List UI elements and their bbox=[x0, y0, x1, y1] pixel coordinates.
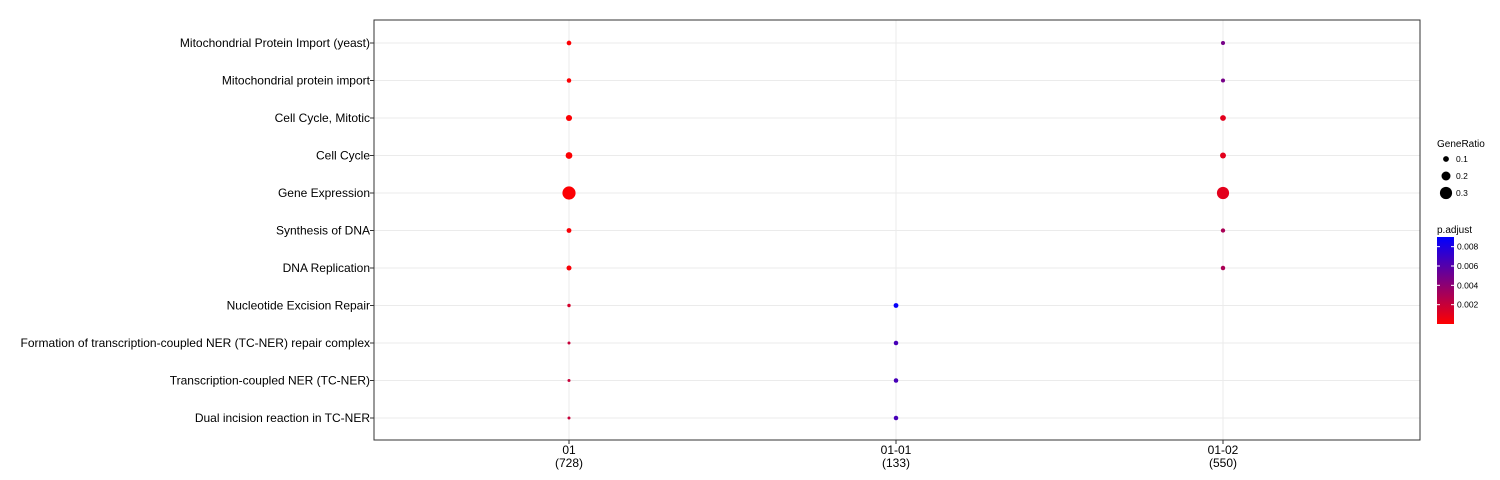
y-axis-tick-labels: Mitochondrial Protein Import (yeast) Mito… bbox=[21, 36, 374, 425]
size-legend-label: 0.1 bbox=[1456, 154, 1468, 164]
y-tick-label: Dual incision reaction in TC-NER bbox=[195, 411, 371, 425]
y-tick-label: Cell Cycle, Mitotic bbox=[275, 111, 370, 125]
data-point bbox=[567, 416, 571, 420]
x-tick-count-label: (133) bbox=[882, 456, 910, 470]
data-point bbox=[1220, 265, 1226, 271]
x-tick-label: 01-02 bbox=[1208, 443, 1239, 457]
size-legend-key bbox=[1443, 156, 1449, 162]
data-points bbox=[562, 40, 1230, 421]
y-tick-label: Mitochondrial protein import bbox=[222, 74, 371, 88]
y-tick-label: Transcription-coupled NER (TC-NER) bbox=[170, 374, 370, 388]
size-legend-key bbox=[1441, 171, 1451, 181]
y-tick-label: DNA Replication bbox=[283, 261, 370, 275]
data-point bbox=[1220, 228, 1226, 233]
color-legend-label: 0.002 bbox=[1457, 300, 1479, 310]
x-axis-tick-labels: 01(728) 01-01(133) 01-02(550) bbox=[555, 440, 1239, 470]
data-point bbox=[567, 378, 571, 383]
y-tick-label: Gene Expression bbox=[278, 186, 370, 200]
color-legend: p.adjust 0.002 0.004 0.006 0.008 bbox=[1437, 225, 1479, 324]
data-point bbox=[562, 186, 576, 200]
data-point bbox=[893, 415, 899, 421]
data-point bbox=[566, 265, 572, 271]
color-legend-title: p.adjust bbox=[1437, 225, 1472, 236]
size-legend-label: 0.3 bbox=[1456, 188, 1468, 198]
x-tick-label: 01-01 bbox=[881, 443, 912, 457]
size-legend: GeneRatio 0.1 0.2 0.3 bbox=[1437, 139, 1485, 200]
data-point bbox=[565, 152, 573, 159]
data-point bbox=[1216, 186, 1230, 200]
data-point bbox=[1220, 78, 1226, 83]
size-legend-label: 0.2 bbox=[1456, 171, 1468, 181]
data-point bbox=[566, 40, 572, 46]
plot-panel-border bbox=[373, 19, 1421, 441]
data-point bbox=[567, 303, 571, 308]
data-point bbox=[566, 228, 572, 233]
data-point bbox=[893, 340, 899, 346]
data-point bbox=[1220, 152, 1226, 159]
color-legend-label: 0.004 bbox=[1457, 280, 1479, 290]
data-point bbox=[893, 303, 899, 308]
y-tick-label: Cell Cycle bbox=[316, 149, 370, 163]
y-tick-label: Formation of transcription-coupled NER (… bbox=[21, 336, 370, 350]
color-legend-bar bbox=[1437, 237, 1454, 324]
x-tick-count-label: (728) bbox=[555, 456, 583, 470]
data-point bbox=[565, 114, 573, 122]
data-point bbox=[1220, 40, 1226, 46]
color-legend-label: 0.008 bbox=[1457, 242, 1479, 252]
y-tick-label: Mitochondrial Protein Import (yeast) bbox=[180, 36, 370, 50]
size-legend-key bbox=[1439, 186, 1453, 200]
y-tick-label: Nucleotide Excision Repair bbox=[227, 299, 370, 313]
size-legend-title: GeneRatio bbox=[1437, 139, 1485, 150]
x-tick-count-label: (550) bbox=[1209, 456, 1237, 470]
y-tick-label: Synthesis of DNA bbox=[276, 224, 370, 238]
data-point bbox=[566, 78, 572, 83]
data-point bbox=[1220, 115, 1226, 121]
x-tick-label: 01 bbox=[562, 443, 576, 457]
data-point bbox=[567, 341, 571, 345]
data-point bbox=[893, 378, 899, 383]
color-legend-label: 0.006 bbox=[1457, 261, 1479, 271]
